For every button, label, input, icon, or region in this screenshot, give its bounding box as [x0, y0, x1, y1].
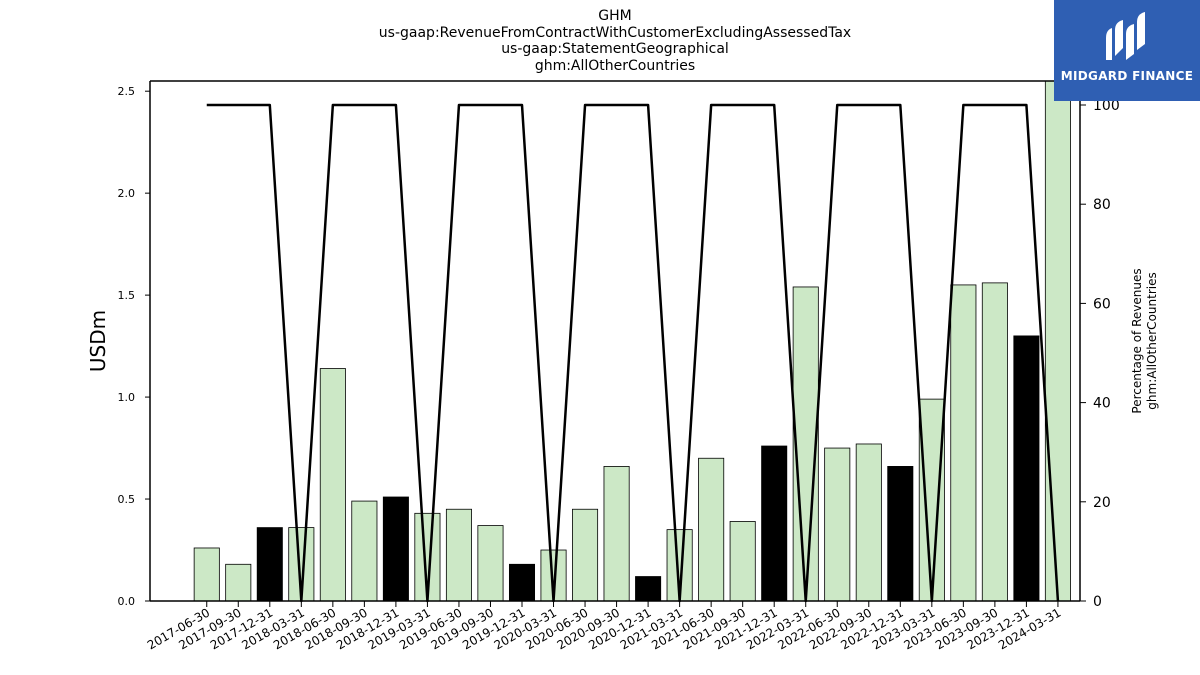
- bar-2023-06-30: [950, 284, 977, 602]
- bar-2017-09-30: [225, 563, 252, 602]
- percentage-line-layer: [206, 103, 1060, 603]
- percentage-line: [206, 103, 1060, 603]
- y-axis-label: USDm: [86, 310, 110, 372]
- bar-2017-06-30: [193, 547, 220, 602]
- y2-axis-label: Percentage of Revenues ghm:AllOtherCount…: [1130, 268, 1159, 413]
- y2-tick-label: 100: [1093, 98, 1120, 114]
- bar-2018-09-30: [351, 500, 378, 602]
- bar-2020-06-30: [572, 508, 599, 602]
- axes: [149, 80, 1081, 602]
- bar-2021-06-30: [698, 457, 725, 602]
- midgard-finance-logo: MIDGARD FINANCE: [1054, 0, 1200, 101]
- bar-2022-12-31: [887, 466, 914, 602]
- y2-axis-label-line-2: ghm:AllOtherCountries: [1145, 272, 1159, 409]
- bar-2019-09-30: [477, 525, 504, 602]
- bar-2021-12-31: [761, 445, 788, 602]
- bar-2018-06-30: [319, 368, 346, 602]
- bar-2023-12-31: [1013, 335, 1040, 602]
- bar-2020-09-30: [603, 466, 630, 602]
- chart-title-line-1: GHM: [598, 8, 631, 24]
- y2-axis-label-line-1: Percentage of Revenues: [1130, 268, 1144, 413]
- bar-2020-12-31: [635, 576, 662, 602]
- bar-2022-06-30: [824, 447, 851, 602]
- bar-2021-09-30: [729, 521, 756, 602]
- bar-2017-12-31: [256, 527, 283, 602]
- chart-title-line-3: us-gaap:StatementGeographical: [501, 41, 729, 57]
- midgard-logo-icon: [1106, 12, 1145, 60]
- bars: [193, 80, 1071, 602]
- y2-tick-label: 80: [1093, 197, 1111, 213]
- bar-2019-12-31: [508, 563, 536, 602]
- bar-2023-09-30: [981, 282, 1008, 602]
- y-tick-label: 1.0: [118, 391, 136, 404]
- y2-tick-label: 20: [1093, 495, 1111, 511]
- y-tick-label: 1.5: [118, 289, 136, 302]
- bar-2018-12-31: [382, 496, 409, 602]
- bar-2024-03-31: [1044, 80, 1071, 602]
- bar-2019-06-30: [445, 508, 472, 602]
- y-tick-label: 0.0: [118, 595, 136, 608]
- bar-2023-03-31: [918, 398, 945, 602]
- x-axis: 2017-06-302017-09-302017-12-312018-03-31…: [145, 601, 1063, 652]
- chart-title: GHM us-gaap:RevenueFromContractWithCusto…: [379, 8, 851, 74]
- logo-text: MIDGARD FINANCE: [1060, 69, 1194, 83]
- chart-title-line-4: ghm:AllOtherCountries: [535, 58, 695, 74]
- left-y-axis: 0.0 0.5 1.0 1.5 2.0 2.5: [118, 85, 150, 608]
- y2-tick-label: 0: [1093, 594, 1102, 610]
- y2-tick-label: 60: [1093, 296, 1111, 312]
- bar-2022-09-30: [855, 443, 882, 602]
- y-tick-label: 2.0: [118, 187, 136, 200]
- y-tick-label: 0.5: [118, 493, 136, 506]
- right-y-axis: 0 20 40 60 80 100: [1080, 98, 1120, 610]
- y-tick-label: 2.5: [118, 85, 136, 98]
- y2-tick-label: 40: [1093, 396, 1111, 412]
- chart-title-line-2: us-gaap:RevenueFromContractWithCustomerE…: [379, 25, 851, 41]
